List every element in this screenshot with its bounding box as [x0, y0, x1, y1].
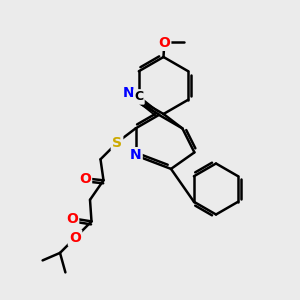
Text: S: S [112, 136, 122, 150]
Text: O: O [66, 212, 78, 226]
Text: N: N [122, 86, 134, 100]
Text: O: O [79, 172, 91, 186]
Text: O: O [69, 231, 81, 245]
Text: O: O [158, 36, 170, 50]
Text: C: C [134, 90, 143, 104]
Text: N: N [130, 148, 141, 162]
